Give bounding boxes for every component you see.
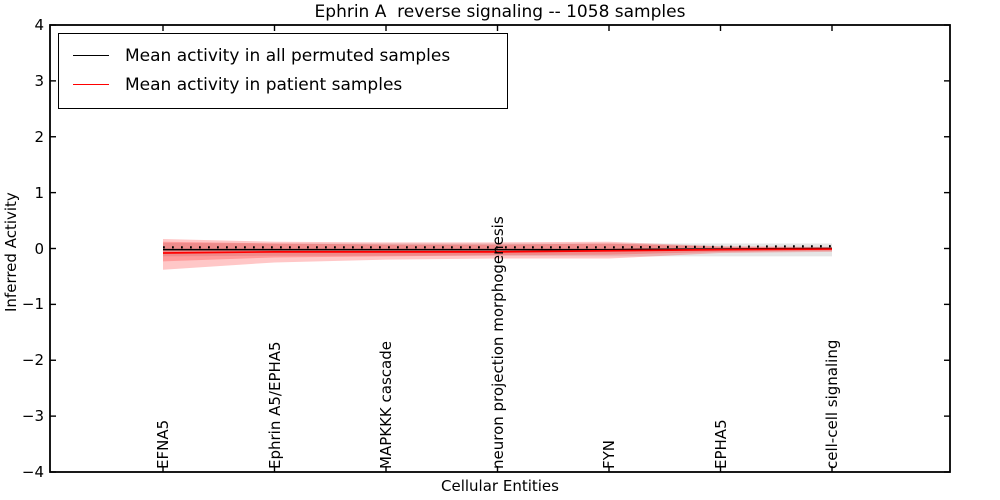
- y-tick-label: −2: [21, 351, 44, 370]
- x-category-label: FYN: [600, 439, 618, 469]
- permuted-line-sample-icon: [73, 55, 109, 56]
- legend-item-patient: Mean activity in patient samples: [73, 70, 497, 99]
- y-tick-label: −1: [21, 295, 44, 314]
- x-category-label: MAPKKK cascade: [377, 341, 395, 469]
- x-category-label: neuron projection morphogenesis: [488, 216, 507, 469]
- y-tick-label: −3: [21, 407, 44, 426]
- legend: Mean activity in all permuted samples Me…: [58, 33, 508, 109]
- x-category-label: EFNA5: [154, 419, 172, 469]
- permuted-mean-markers: [163, 245, 833, 249]
- y-tick-label: 1: [34, 183, 44, 202]
- legend-label-permuted: Mean activity in all permuted samples: [125, 45, 451, 66]
- y-tick-label: 2: [34, 127, 44, 146]
- legend-item-permuted: Mean activity in all permuted samples: [73, 41, 497, 70]
- chart-title: Ephrin A reverse signaling -- 1058 sampl…: [314, 2, 686, 22]
- y-tick-label: −4: [21, 463, 44, 481]
- x-category-label: EPHA5: [711, 419, 730, 469]
- x-category-label: cell-cell signaling: [823, 339, 841, 469]
- x-axis-label: Cellular Entities: [441, 477, 559, 495]
- y-tick-label: 0: [34, 239, 44, 258]
- patient-samples-outer-range-band: [163, 239, 832, 270]
- y-tick-label: 3: [34, 71, 44, 90]
- y-tick-label: 4: [34, 16, 44, 34]
- patient-mean-line: [162, 248, 833, 254]
- x-category-label: Ephrin A5/EPHA5: [265, 341, 284, 469]
- patient-line-sample-icon: [73, 84, 109, 85]
- legend-label-patient: Mean activity in patient samples: [125, 74, 403, 95]
